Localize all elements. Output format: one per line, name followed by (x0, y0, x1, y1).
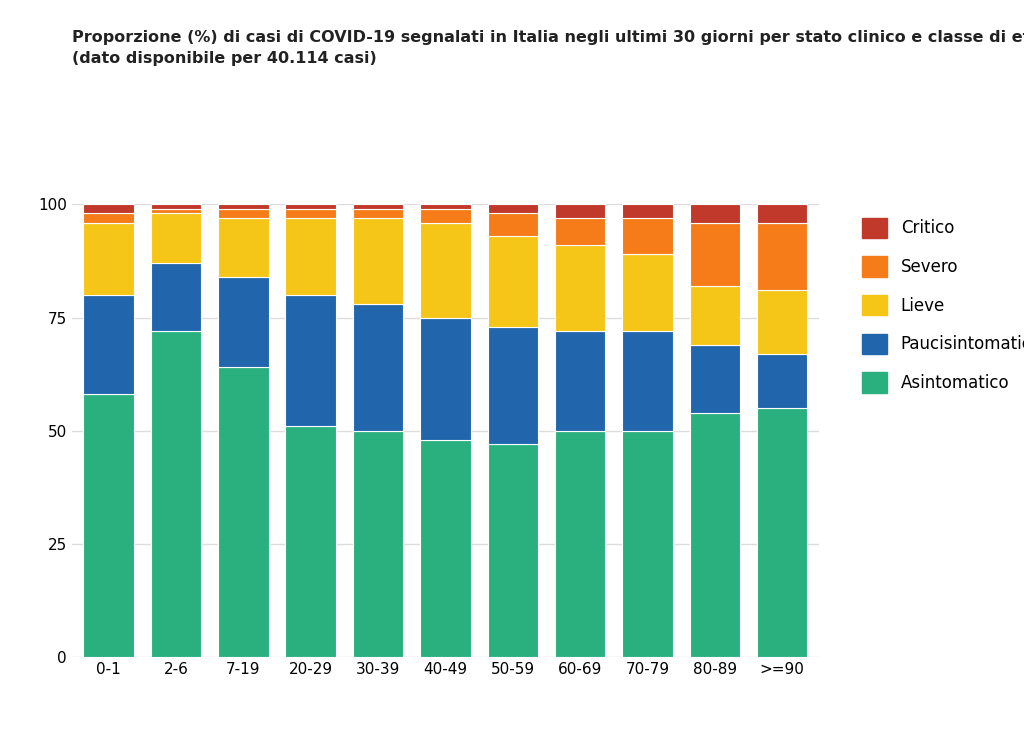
Bar (689, 204, 740, 223)
Bar (689, 223, 740, 286)
Bar (555, 204, 605, 218)
Bar (151, 213, 202, 264)
Bar (689, 412, 740, 657)
Bar (623, 204, 673, 218)
Bar (286, 218, 336, 295)
Bar (353, 218, 403, 304)
Bar (689, 345, 740, 412)
Bar (353, 304, 403, 431)
Bar (151, 209, 202, 213)
Bar (757, 408, 807, 657)
Bar (487, 236, 538, 326)
Legend: Critico, Severo, Lieve, Paucisintomatico, Asintomatico: Critico, Severo, Lieve, Paucisintomatico… (857, 212, 1024, 398)
Bar (757, 291, 807, 354)
Bar (757, 204, 807, 223)
Bar (84, 204, 134, 213)
Bar (487, 326, 538, 445)
Bar (218, 204, 268, 209)
Bar (420, 204, 471, 209)
Bar (420, 209, 471, 223)
Bar (286, 426, 336, 657)
Bar (218, 367, 268, 657)
Bar (151, 331, 202, 657)
Bar (84, 223, 134, 295)
Bar (555, 431, 605, 657)
Bar (420, 318, 471, 439)
Bar (757, 354, 807, 408)
Bar (286, 204, 336, 209)
Bar (286, 295, 336, 426)
Bar (623, 218, 673, 254)
Bar (84, 213, 134, 223)
Bar (487, 204, 538, 213)
Bar (84, 295, 134, 394)
Bar (353, 204, 403, 209)
Bar (689, 286, 740, 345)
Bar (623, 431, 673, 657)
Bar (218, 218, 268, 277)
Bar (151, 204, 202, 209)
Bar (623, 331, 673, 431)
Bar (420, 223, 471, 318)
Bar (84, 394, 134, 657)
Bar (555, 245, 605, 331)
Bar (218, 209, 268, 218)
Bar (151, 264, 202, 331)
Bar (286, 209, 336, 218)
Bar (757, 223, 807, 291)
Bar (420, 439, 471, 657)
Bar (487, 213, 538, 236)
Bar (353, 209, 403, 218)
Bar (218, 277, 268, 367)
Bar (555, 218, 605, 245)
Text: Proporzione (%) di casi di COVID-19 segnalati in Italia negli ultimi 30 giorni p: Proporzione (%) di casi di COVID-19 segn… (72, 29, 1024, 66)
Bar (623, 254, 673, 331)
Bar (555, 331, 605, 431)
Bar (487, 445, 538, 657)
Bar (353, 431, 403, 657)
